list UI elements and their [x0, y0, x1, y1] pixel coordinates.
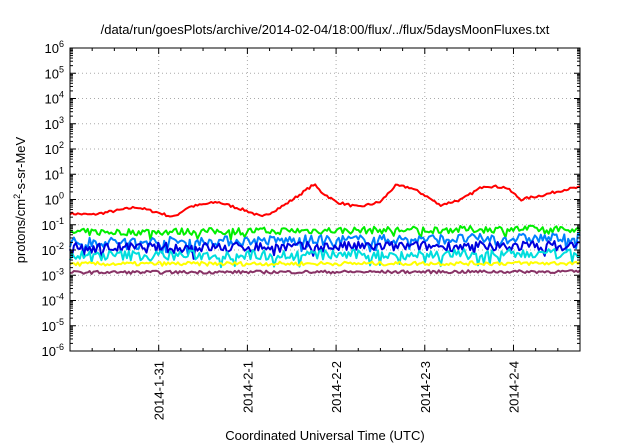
series-line	[69, 248, 581, 269]
y-tick-label: 10-2	[42, 241, 64, 258]
y-tick-label: 104	[45, 90, 64, 107]
x-tick-label: 2014-2-4	[506, 361, 521, 413]
y-tick-label: 102	[45, 140, 64, 157]
y-tick-label: 101	[45, 165, 64, 182]
grid	[70, 48, 580, 351]
y-tick-label: 105	[45, 64, 64, 81]
series-lines	[69, 183, 581, 275]
series-line	[69, 269, 581, 275]
y-tick-label: 10-3	[42, 266, 64, 283]
y-axis: 10-6 10-5 10-4 10-3 10-2 10-1 100 101 102 103 104 1…	[42, 39, 580, 359]
chart-title: /data/run/goesPlots/archive/2014-02-04/1…	[100, 22, 550, 37]
x-axis-label: Coordinated Universal Time (UTC)	[225, 428, 425, 443]
series-line	[69, 260, 581, 267]
x-tick-label: 2014-1-31	[152, 361, 167, 420]
x-tick-label: 2014-2-2	[329, 361, 344, 413]
y-tick-label: 10-6	[42, 342, 64, 359]
y-tick-label: 106	[45, 39, 64, 56]
series-line	[69, 183, 581, 218]
series-line	[69, 224, 581, 241]
series-line	[69, 240, 581, 260]
y-tick-label: 103	[45, 115, 64, 132]
y-tick-label: 10-4	[42, 292, 64, 309]
y-tick-label: 10-1	[42, 216, 64, 233]
x-axis: 2014-1-31 2014-2-1 2014-2-2 2014-2-3 2014-2-…	[91, 48, 559, 420]
x-tick-label: 2014-2-1	[240, 361, 255, 413]
series-line	[69, 232, 581, 255]
y-tick-label: 100	[45, 191, 64, 208]
x-tick-label: 2014-2-3	[418, 361, 433, 413]
y-tick-label: 10-5	[42, 317, 64, 334]
